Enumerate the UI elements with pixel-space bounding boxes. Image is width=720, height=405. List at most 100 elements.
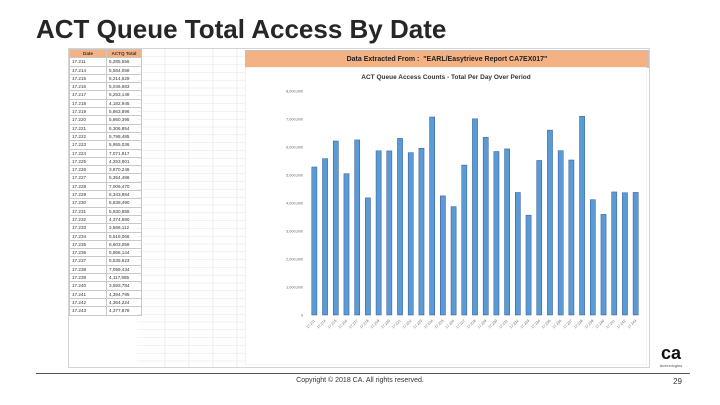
- copyright-text: Copyright © 2018 CA. All rights reserved…: [296, 377, 424, 384]
- x-tick-label: 17.225: [434, 319, 445, 330]
- y-tick-label: 5,000,000: [286, 174, 303, 178]
- chart-area: ACT Queue Access Counts - Total Per Day …: [245, 67, 647, 365]
- x-tick-label: 17.224: [423, 319, 434, 330]
- cell-total: 5,798,485: [106, 131, 142, 142]
- x-tick-label: 17.232: [509, 319, 520, 330]
- table-row: 17.223 5,955,036: [69, 140, 142, 150]
- bar: [386, 150, 393, 316]
- spreadsheet-screenshot: Date ACTQ Total 17.211 5,285,556 17.214 5,5…: [68, 48, 650, 368]
- cell-date: 17.227: [69, 173, 107, 183]
- cell-total: 5,863,896: [106, 107, 142, 117]
- x-tick-label: 17.235: [541, 319, 552, 330]
- y-tick-label: 4,000,000: [286, 202, 303, 206]
- bar: [343, 173, 350, 316]
- table-row: 17.214 5,584,058: [69, 65, 142, 75]
- cell-date: 17.241: [69, 289, 107, 299]
- cell-total: 4,253,901: [106, 156, 142, 167]
- cell-date: 17.221: [69, 123, 107, 133]
- table-row: 17.233 3,566,112: [69, 223, 142, 233]
- x-tick-label: 17.241: [605, 319, 616, 330]
- table-row: 17.215 6,214,629: [69, 73, 142, 84]
- cell-total: 5,519,066: [106, 231, 142, 241]
- x-tick-label: 17.229: [477, 319, 488, 330]
- cell-date: 17.214: [69, 65, 107, 75]
- x-tick-label: 17.223: [413, 319, 424, 330]
- x-tick-label: 17.226: [445, 319, 456, 330]
- bar: [568, 159, 575, 316]
- cell-date: 17.240: [69, 281, 107, 291]
- bar: [632, 192, 639, 316]
- bar: [375, 150, 382, 316]
- table-row: 17.216 5,046,683: [69, 82, 142, 92]
- cell-total: 6,343,884: [106, 190, 142, 200]
- table-row: 17.241 4,394,795: [69, 289, 142, 299]
- y-tick-label: 1,000,000: [286, 286, 303, 290]
- table-row: 17.243 4,377,878: [69, 306, 142, 316]
- table-row: 17.217 6,253,148: [69, 90, 142, 100]
- table-row: 17.239 4,117,985: [69, 272, 142, 283]
- bar: [589, 199, 596, 316]
- table-row: 17.227 5,354,486: [69, 173, 142, 183]
- bar: [600, 214, 607, 316]
- page-number: 29: [673, 377, 682, 386]
- y-tick-label: 0: [301, 314, 303, 318]
- x-tick-label: 17.242: [616, 319, 627, 330]
- y-tick-label: 2,000,000: [286, 258, 303, 262]
- bar: [450, 206, 457, 316]
- x-tick-label: 17.214: [316, 319, 327, 330]
- cell-date: 17.233: [69, 223, 107, 233]
- cell-date: 17.239: [69, 272, 107, 283]
- cell-date: 17.234: [69, 231, 107, 241]
- table-row: 17.240 3,593,784: [69, 281, 142, 291]
- logo-text: ca: [661, 343, 682, 363]
- bar: [557, 150, 564, 316]
- cell-date: 17.242: [69, 297, 107, 308]
- ca-logo: ca technologies: [660, 343, 682, 368]
- cell-total: 6,214,629: [106, 73, 142, 84]
- cell-total: 6,603,059: [106, 239, 142, 250]
- table-row: 17.232 4,374,690: [69, 214, 142, 225]
- cell-date: 17.211: [69, 57, 107, 67]
- x-tick-label: 17.234: [530, 319, 541, 330]
- y-tick-label: 3,000,000: [286, 230, 303, 234]
- x-tick-label: 17.216: [338, 319, 349, 330]
- cell-date: 17.230: [69, 198, 107, 208]
- table-row: 17.242 4,364,224: [69, 297, 142, 308]
- cell-date: 17.232: [69, 214, 107, 225]
- cell-date: 17.229: [69, 190, 107, 200]
- cell-date: 17.243: [69, 306, 107, 316]
- extract-banner: Data Extracted From : "EARL/Easytrieve R…: [245, 50, 649, 68]
- y-tick-label: 7,000,000: [286, 118, 303, 122]
- cell-total: 4,377,878: [106, 306, 142, 316]
- x-tick-label: 17.236: [552, 319, 563, 330]
- x-tick-label: 17.211: [306, 319, 316, 329]
- footer-divider: [36, 373, 690, 374]
- cell-total: 3,593,784: [106, 281, 142, 291]
- bar: [547, 129, 553, 316]
- bar: [504, 148, 510, 316]
- cell-total: 5,955,036: [106, 140, 142, 150]
- bar: [418, 148, 425, 316]
- table-row: 17.226 3,870,246: [69, 165, 142, 175]
- bar: [611, 191, 618, 316]
- bar: [354, 139, 361, 316]
- cell-total: 5,860,395: [106, 115, 142, 125]
- chart-title: ACT Queue Access Counts - Total Per Day …: [361, 74, 530, 81]
- cell-total: 5,285,556: [106, 57, 142, 67]
- x-tick-label: 17.238: [573, 319, 584, 330]
- table-row: 17.220 5,860,395: [69, 115, 142, 125]
- cell-date: 17.223: [69, 140, 107, 150]
- table-row: 17.236 5,868,144: [69, 248, 142, 258]
- x-tick-label: 17.243: [627, 319, 638, 330]
- cell-total: 4,394,795: [106, 289, 142, 299]
- header-date: Date: [69, 49, 107, 59]
- cell-total: 7,006,470: [106, 181, 142, 192]
- cell-date: 17.238: [69, 264, 107, 275]
- bar: [332, 140, 339, 316]
- x-tick-label: 17.230: [488, 319, 499, 330]
- cell-date: 17.219: [69, 107, 107, 117]
- cell-date: 17.226: [69, 165, 107, 175]
- bar: [365, 197, 371, 316]
- cell-total: 4,182,945: [106, 98, 142, 109]
- cell-total: 6,306,854: [106, 123, 142, 133]
